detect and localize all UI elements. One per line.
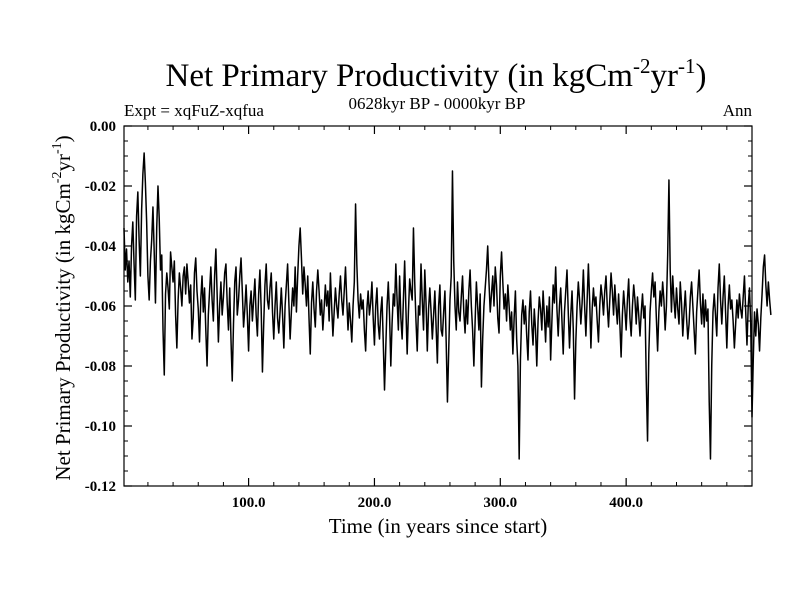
series-line-npp: [123, 152, 772, 460]
x-tick-label: 400.0: [609, 495, 643, 511]
y-axis-label: Net Primary Productivity (in kgCm-2yr-1): [50, 135, 75, 480]
y-tick-label: -0.02: [85, 179, 116, 195]
x-axis: 100.0 200.0 300.0 400.0: [147, 126, 728, 511]
subtitle-experiment: Expt = xqFuZ-xqfua: [124, 101, 264, 120]
y-tick-label: -0.04: [85, 239, 117, 255]
x-axis-label: Time (in years since start): [329, 514, 548, 538]
y-tick-label: -0.06: [85, 299, 117, 315]
y-tick-label: -0.10: [85, 419, 116, 435]
y-tick-label: 0.00: [90, 119, 116, 135]
y-tick-label: -0.12: [85, 479, 116, 495]
subtitle-season: Ann: [723, 101, 753, 120]
chart-title: Net Primary Productivity (in kgCm-2yr-1): [166, 54, 707, 94]
x-tick-label: 300.0: [483, 495, 517, 511]
y-axis: 0.00 -0.02 -0.04 -0.06 -0.08 -0.10 -0.12: [85, 119, 752, 495]
x-tick-label: 100.0: [232, 495, 266, 511]
subtitle-period: 0628kyr BP - 0000kyr BP: [349, 94, 526, 113]
y-tick-label: -0.08: [85, 359, 116, 375]
x-tick-label: 200.0: [358, 495, 392, 511]
